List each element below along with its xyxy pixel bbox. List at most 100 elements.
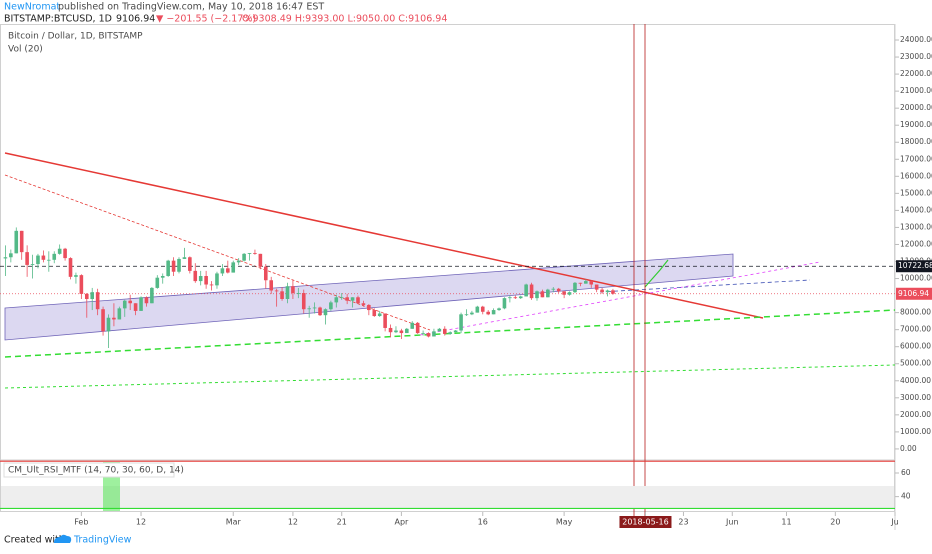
candle-body bbox=[188, 257, 192, 271]
candle-body bbox=[231, 262, 236, 273]
candle-body bbox=[546, 289, 550, 298]
footer-created: Created with bbox=[4, 535, 65, 546]
chart-title: Bitcoin / Dollar, 1D, BITSTAMP bbox=[8, 32, 143, 42]
candle-body bbox=[307, 308, 311, 310]
y-tick-label: 1000.00 bbox=[900, 427, 931, 436]
candle-body bbox=[551, 288, 556, 290]
candle-body bbox=[3, 257, 8, 259]
y-tick-label: 10000.00 bbox=[900, 274, 932, 283]
y-tick-label: 2000.00 bbox=[900, 410, 931, 419]
candle-body bbox=[253, 252, 257, 254]
x-tick-label: 12 bbox=[136, 518, 146, 527]
volume-label: Vol (20) bbox=[8, 45, 43, 55]
candle-body bbox=[133, 303, 138, 311]
candle-body bbox=[345, 297, 349, 301]
x-tick-label: 2018-05-16 bbox=[622, 518, 669, 527]
candle-body bbox=[247, 252, 252, 254]
candle-body bbox=[101, 309, 105, 332]
candle-body bbox=[52, 253, 57, 260]
candle-body bbox=[584, 281, 588, 284]
candle-body bbox=[453, 330, 458, 333]
candle-body bbox=[90, 292, 95, 299]
candle-body bbox=[25, 252, 29, 265]
y-tick-label: 23000.00 bbox=[900, 52, 932, 61]
last-price: 9106.94 bbox=[116, 14, 155, 25]
rsi-band bbox=[1, 486, 894, 508]
candle-body bbox=[562, 291, 566, 295]
candle-body bbox=[269, 280, 274, 291]
candle-body bbox=[459, 314, 463, 331]
projection-arrow bbox=[644, 259, 669, 288]
candle-body bbox=[535, 291, 539, 299]
candle-body bbox=[84, 293, 89, 299]
candle-body bbox=[160, 275, 165, 278]
y-tick-label: 6000.00 bbox=[900, 342, 931, 351]
candle-body bbox=[215, 273, 219, 286]
candle-body bbox=[491, 310, 496, 315]
author[interactable]: NewNromat bbox=[4, 2, 60, 13]
candle-body bbox=[242, 253, 246, 261]
price-label: 9106.94 bbox=[898, 289, 929, 298]
x-tick-label: May bbox=[556, 518, 573, 527]
candle-body bbox=[128, 300, 132, 304]
symbol: BITSTAMP:BTCUSD, 1D bbox=[4, 14, 112, 25]
candle-body bbox=[79, 275, 84, 294]
candle-body bbox=[361, 303, 366, 305]
y-tick-label: 0.00 bbox=[900, 444, 917, 453]
x-tick-label: Ju bbox=[890, 518, 898, 527]
candle-body bbox=[182, 257, 187, 259]
y-tick-label: 7000.00 bbox=[900, 325, 931, 334]
candle-body bbox=[367, 304, 371, 311]
x-tick-label: 16 bbox=[478, 518, 488, 527]
candle-body bbox=[426, 333, 431, 337]
y-tick-label: 15000.00 bbox=[900, 188, 932, 197]
x-tick-label: 12 bbox=[288, 518, 298, 527]
candle-body bbox=[448, 332, 453, 334]
y-tick-label: 19000.00 bbox=[900, 120, 932, 129]
candle-body bbox=[280, 291, 284, 299]
candle-body bbox=[166, 260, 170, 276]
candle-body bbox=[9, 253, 13, 258]
candle-body bbox=[415, 322, 420, 334]
y-tick-label: 22000.00 bbox=[900, 69, 932, 78]
candle-body bbox=[437, 328, 442, 332]
candle-body bbox=[312, 307, 317, 309]
candle-body bbox=[475, 306, 480, 313]
candle-body bbox=[524, 284, 528, 297]
candle-body bbox=[139, 297, 143, 311]
candle-body bbox=[144, 297, 149, 304]
candle-body bbox=[296, 293, 301, 294]
candle-body bbox=[171, 260, 176, 272]
candle-body bbox=[442, 328, 447, 334]
candle-body bbox=[209, 284, 214, 286]
candle-body bbox=[14, 230, 19, 254]
wedge-line-2 bbox=[599, 279, 811, 293]
rsi-tick-label: 40 bbox=[901, 492, 911, 501]
candle-body bbox=[377, 313, 382, 317]
candle-body bbox=[573, 282, 577, 293]
candle-body bbox=[112, 317, 116, 320]
candle-body bbox=[410, 322, 415, 329]
ohlc: O:9308.49 H:9393.00 L:9050.00 C:9106.94 bbox=[242, 14, 447, 25]
y-tick-label: 4000.00 bbox=[900, 376, 931, 385]
candle-body bbox=[464, 314, 469, 316]
candle-body bbox=[155, 277, 160, 288]
y-tick-label: 14000.00 bbox=[900, 205, 932, 214]
y-tick-label: 24000.00 bbox=[900, 35, 932, 44]
candle-body bbox=[117, 308, 122, 320]
candle-body bbox=[177, 258, 181, 272]
trend-line-dashed bbox=[4, 174, 431, 331]
candle-body bbox=[383, 313, 387, 328]
candle-body bbox=[226, 268, 230, 273]
candle-body bbox=[605, 290, 610, 293]
footer-brand[interactable]: TradingView bbox=[73, 535, 132, 546]
candle-body bbox=[30, 264, 35, 265]
candle-body bbox=[350, 297, 355, 301]
candle-body bbox=[318, 307, 322, 316]
candle-body bbox=[508, 297, 512, 299]
candle-body bbox=[198, 275, 203, 282]
candle-body bbox=[405, 328, 409, 334]
candle-body bbox=[486, 311, 490, 315]
